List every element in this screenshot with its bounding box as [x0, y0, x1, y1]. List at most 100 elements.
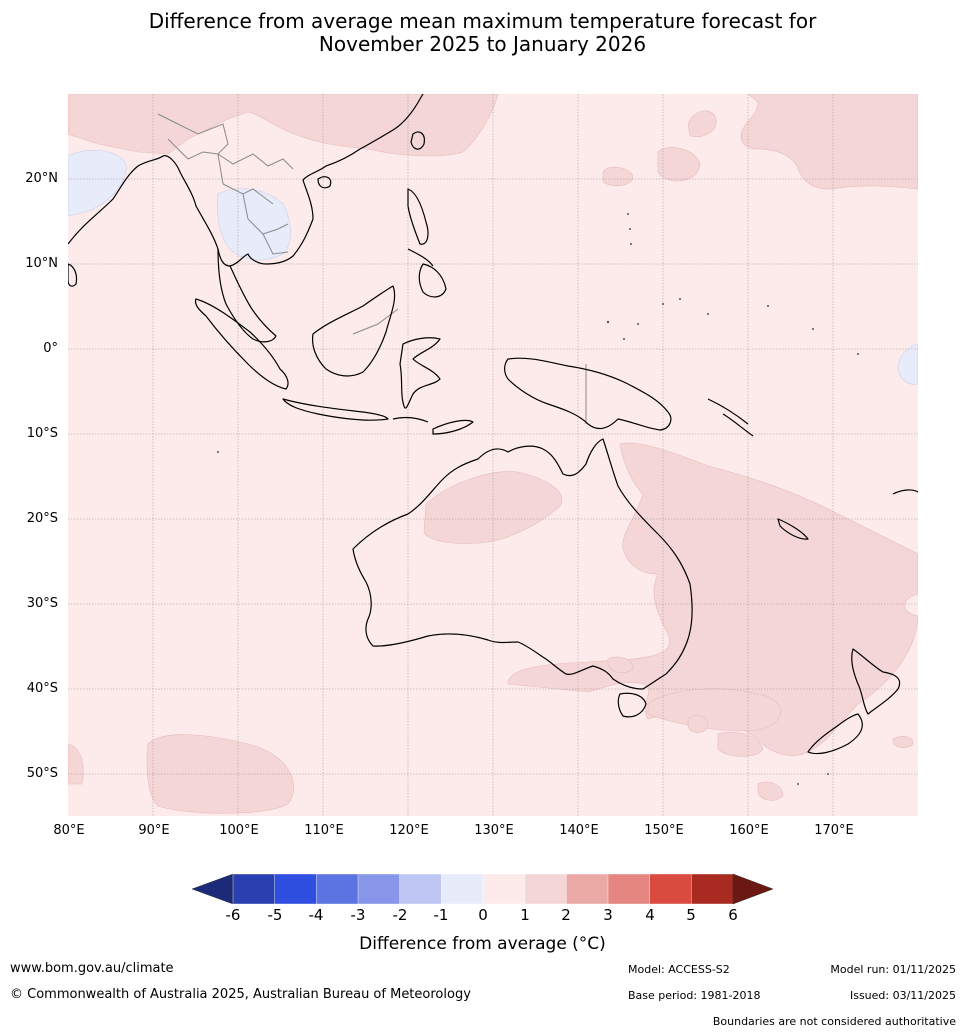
lat-label-20s: 20°S — [26, 511, 58, 526]
title-line-2: November 2025 to January 2026 — [318, 32, 647, 56]
region-small-b — [717, 731, 764, 757]
colorbar-cell — [691, 873, 734, 905]
coast-fiji — [892, 489, 918, 495]
coast-malay-peninsula — [217, 248, 277, 343]
coast-timor — [432, 419, 474, 435]
region-pacific-island-b — [657, 147, 701, 182]
region-pacific-island-a — [687, 110, 717, 137]
colorbar-arrow-high — [732, 873, 774, 905]
anomaly-1-2-regions — [68, 94, 918, 814]
lon-label-110e: 110°E — [304, 823, 344, 838]
cbar-tick: 1 — [520, 906, 530, 924]
region-small-a — [687, 715, 709, 734]
region-nw-australia — [423, 471, 562, 544]
colorbar-cell — [274, 873, 317, 905]
coast-new-guinea — [504, 357, 672, 431]
coastlines — [68, 94, 918, 755]
region-china — [68, 94, 499, 157]
region-small-c — [757, 781, 784, 801]
coast-solomon-b — [722, 413, 754, 437]
colorbar-cell — [649, 873, 692, 905]
lon-label-140e: 140°E — [559, 823, 599, 838]
cbar-tick: 3 — [603, 906, 613, 924]
coast-philippines-visayas — [407, 248, 434, 267]
cbar-tick: -3 — [350, 906, 366, 924]
region-pacific-east-negative — [897, 344, 918, 385]
cbar-tick: -1 — [433, 906, 449, 924]
cbar-tick: -5 — [267, 906, 283, 924]
coast-hainan — [317, 176, 332, 189]
lat-label-20n: 20°N — [25, 171, 58, 186]
coast-new-caledonia — [777, 518, 809, 540]
colorbar-cell — [482, 873, 526, 905]
coast-sri-lanka — [68, 263, 78, 287]
footer-website[interactable]: www.bom.gov.au/climate — [10, 961, 174, 976]
region-pacific-island-c — [602, 166, 634, 187]
footer-model-run: Model run: 01/11/2025 — [830, 963, 956, 976]
cbar-tick: 6 — [728, 906, 738, 924]
coast-nz-south — [807, 713, 863, 755]
coast-sulawesi — [399, 337, 441, 409]
coast-nz-north — [851, 648, 901, 715]
colorbar-cell — [232, 873, 276, 905]
graticule — [68, 94, 918, 816]
region-tasmania-south — [647, 688, 781, 732]
colorbar-cell — [566, 873, 609, 905]
coast-taiwan — [410, 131, 425, 150]
footer-copyright: © Commonwealth of Australia 2025, Austra… — [10, 987, 471, 1002]
lon-label-90e: 90°E — [138, 823, 170, 838]
region-small-d — [892, 735, 914, 748]
colorbar-title: Difference from average (°C) — [359, 934, 606, 954]
cbar-tick: 0 — [478, 906, 488, 924]
cbar-tick: -4 — [308, 906, 324, 924]
lon-label-170e: 170°E — [814, 823, 854, 838]
lat-label-10n: 10°N — [25, 256, 58, 271]
coast-philippines-luzon — [407, 188, 429, 245]
colorbar-cell — [399, 873, 442, 905]
region-sw-indian-ocean — [146, 734, 294, 814]
colorbar — [190, 872, 775, 912]
coast-borneo — [311, 285, 396, 377]
colorbar-cell — [441, 873, 484, 905]
lat-label-40s: 40°S — [26, 681, 58, 696]
title-line-1: Difference from average mean maximum tem… — [148, 9, 817, 33]
lon-label-120e: 120°E — [389, 823, 429, 838]
cbar-tick: -2 — [392, 906, 408, 924]
chart-title: Difference from average mean maximum tem… — [0, 10, 965, 56]
national-borders — [157, 113, 587, 424]
region-pacific-north — [740, 94, 918, 190]
lon-label-130e: 130°E — [474, 823, 514, 838]
coast-java — [282, 398, 389, 421]
coast-sumatra — [194, 298, 289, 390]
colorbar-cell — [316, 873, 359, 905]
region-india-negative — [68, 149, 127, 217]
coast-lesser-sunda — [392, 416, 429, 423]
colorbar-cell — [607, 873, 651, 905]
lon-label-150e: 150°E — [644, 823, 684, 838]
coast-asia-mainland — [68, 94, 424, 267]
lon-label-160e: 160°E — [729, 823, 769, 838]
coast-tasmania — [617, 692, 647, 718]
footer-disclaimer: Boundaries are not considered authoritat… — [712, 1015, 956, 1028]
footer-issued: Issued: 03/11/2025 — [849, 989, 956, 1002]
lat-label-0: 0° — [43, 341, 58, 356]
lat-label-10s: 10°S — [26, 426, 58, 441]
colorbar-cell — [524, 873, 567, 905]
colorbar-arrow-low — [191, 873, 234, 905]
coast-philippines-mindanao — [418, 263, 447, 298]
lon-label-100e: 100°E — [219, 823, 259, 838]
small-islands — [217, 213, 859, 785]
footer-model: Model: ACCESS-S2 — [628, 963, 730, 976]
cbar-tick: -6 — [225, 906, 241, 924]
forecast-map[interactable] — [68, 94, 918, 816]
footer-base-period: Base period: 1981-2018 — [628, 989, 761, 1002]
cbar-tick: 5 — [686, 906, 696, 924]
lon-label-80e: 80°E — [53, 823, 85, 838]
region-small-e — [607, 656, 634, 673]
coast-australia — [352, 438, 693, 690]
lat-label-50s: 50°S — [26, 766, 58, 781]
coast-solomon — [707, 398, 749, 425]
lat-label-30s: 30°S — [26, 596, 58, 611]
colorbar-cell — [357, 873, 401, 905]
region-east-australia-nz — [507, 442, 918, 756]
